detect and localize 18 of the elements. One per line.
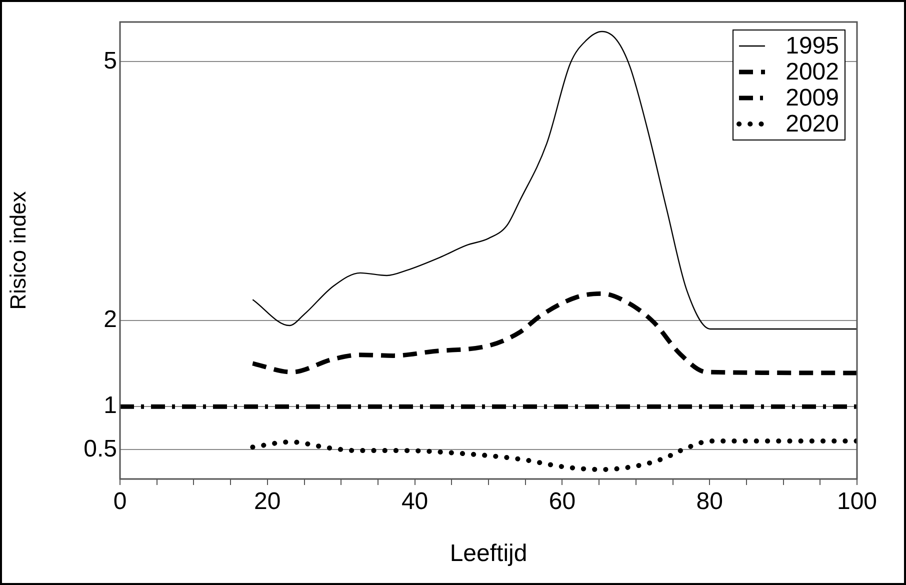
legend-label: 2009 <box>786 84 839 112</box>
legend-label: 1995 <box>786 32 839 60</box>
x-tick-label: 60 <box>548 488 576 516</box>
y-tick-label: 0.5 <box>84 435 117 462</box>
legend-label: 2020 <box>786 110 839 138</box>
y-axis-title: Risico index <box>5 191 30 310</box>
x-tick-label: 80 <box>696 488 723 516</box>
y-tick-label: 1 <box>104 392 117 420</box>
x-tick-label: 20 <box>254 488 281 516</box>
x-axis-title: Leeftijd <box>450 540 528 568</box>
line-series <box>252 30 857 330</box>
x-tick-label: 100 <box>836 488 878 516</box>
line-series <box>250 291 857 376</box>
x-tick-label: 0 <box>113 488 127 516</box>
x-tick-label: 40 <box>401 488 428 516</box>
y-tick-label: 5 <box>104 47 117 74</box>
legend-label: 2002 <box>786 58 839 86</box>
y-tick-label: 2 <box>104 306 117 333</box>
